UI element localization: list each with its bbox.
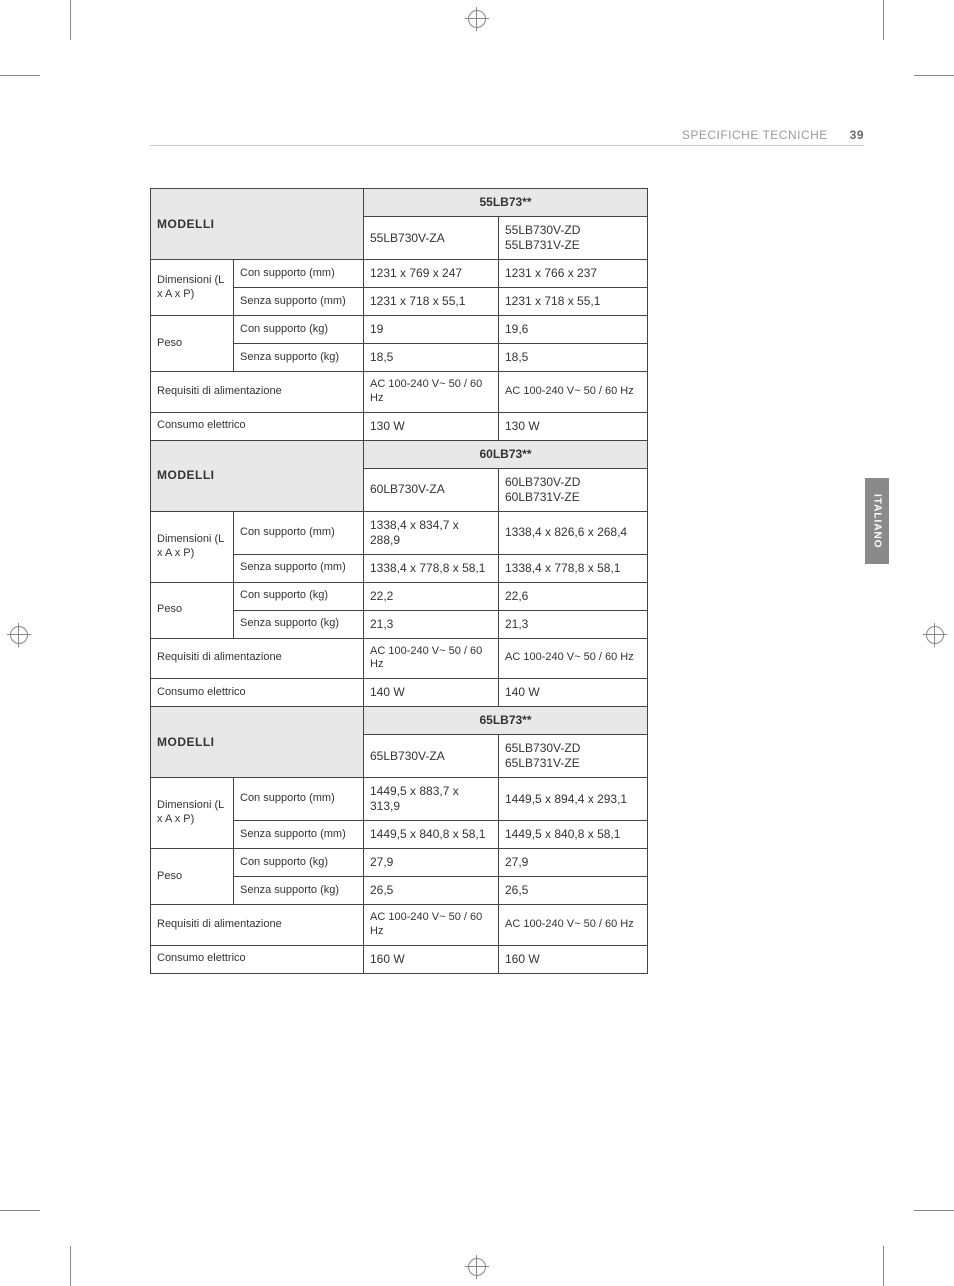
- cell: 1449,5 x 840,8 x 58,1: [499, 821, 648, 849]
- label-senza-supporto-kg: Senza supporto (kg): [234, 344, 364, 372]
- cell: 21,3: [364, 610, 499, 638]
- cell: 130 W: [499, 412, 648, 440]
- label-senza-supporto-mm: Senza supporto (mm): [234, 554, 364, 582]
- label-dimensioni: Dimensioni (L x A x P): [151, 511, 234, 582]
- crop-mark-icon: [883, 1246, 884, 1286]
- cell: 140 W: [364, 679, 499, 707]
- cell: 1231 x 766 x 237: [499, 260, 648, 288]
- label-senza-supporto-kg: Senza supporto (kg): [234, 877, 364, 905]
- cell: 22,6: [499, 582, 648, 610]
- series-label: 60LB73**: [364, 440, 648, 468]
- label-con-supporto-kg: Con supporto (kg): [234, 316, 364, 344]
- cell: AC 100-240 V~ 50 / 60 Hz: [499, 905, 648, 946]
- page-header: SPECIFICHE TECNICHE 39: [682, 128, 864, 142]
- label-peso: Peso: [151, 849, 234, 905]
- label-consumo: Consumo elettrico: [151, 412, 364, 440]
- label-requisiti: Requisiti di alimentazione: [151, 905, 364, 946]
- label-consumo: Consumo elettrico: [151, 679, 364, 707]
- spec-table-55: MODELLI 55LB73** 55LB730V-ZA 55LB730V-ZD…: [150, 188, 648, 974]
- cell: 1338,4 x 826,6 x 268,4: [499, 511, 648, 554]
- series-label: 65LB73**: [364, 707, 648, 735]
- header-title: SPECIFICHE TECNICHE: [682, 128, 828, 142]
- label-modelli: MODELLI: [151, 440, 364, 511]
- cell: 1449,5 x 883,7 x 313,9: [364, 778, 499, 821]
- label-modelli: MODELLI: [151, 707, 364, 778]
- cell: 1449,5 x 894,4 x 293,1: [499, 778, 648, 821]
- cell: AC 100-240 V~ 50 / 60 Hz: [364, 372, 499, 413]
- registration-mark-icon: [468, 1258, 486, 1276]
- variant-a: 65LB730V-ZA: [364, 735, 499, 778]
- registration-mark-icon: [468, 10, 486, 28]
- crop-mark-icon: [0, 75, 40, 76]
- page-number: 39: [850, 128, 864, 142]
- crop-mark-icon: [914, 1210, 954, 1211]
- crop-mark-icon: [0, 1210, 40, 1211]
- cell: AC 100-240 V~ 50 / 60 Hz: [499, 638, 648, 679]
- label-dimensioni: Dimensioni (L x A x P): [151, 260, 234, 316]
- cell: 26,5: [364, 877, 499, 905]
- cell: 18,5: [364, 344, 499, 372]
- label-requisiti: Requisiti di alimentazione: [151, 638, 364, 679]
- variant-b: 55LB730V-ZD 55LB731V-ZE: [499, 217, 648, 260]
- cell: 27,9: [364, 849, 499, 877]
- label-con-supporto-mm: Con supporto (mm): [234, 778, 364, 821]
- cell: AC 100-240 V~ 50 / 60 Hz: [364, 638, 499, 679]
- cell: 27,9: [499, 849, 648, 877]
- label-peso: Peso: [151, 316, 234, 372]
- label-requisiti: Requisiti di alimentazione: [151, 372, 364, 413]
- cell: AC 100-240 V~ 50 / 60 Hz: [364, 905, 499, 946]
- label-con-supporto-mm: Con supporto (mm): [234, 511, 364, 554]
- cell: 160 W: [364, 945, 499, 973]
- crop-mark-icon: [914, 75, 954, 76]
- variant-a: 55LB730V-ZA: [364, 217, 499, 260]
- cell: 1231 x 769 x 247: [364, 260, 499, 288]
- cell: 21,3: [499, 610, 648, 638]
- cell: 19,6: [499, 316, 648, 344]
- label-con-supporto-kg: Con supporto (kg): [234, 582, 364, 610]
- label-consumo: Consumo elettrico: [151, 945, 364, 973]
- label-con-supporto-kg: Con supporto (kg): [234, 849, 364, 877]
- page: SPECIFICHE TECNICHE 39 ITALIANO MODELLI …: [0, 0, 954, 1286]
- registration-mark-icon: [10, 626, 28, 644]
- cell: 1449,5 x 840,8 x 58,1: [364, 821, 499, 849]
- cell: 1338,4 x 778,8 x 58,1: [499, 554, 648, 582]
- label-modelli: MODELLI: [151, 189, 364, 260]
- registration-mark-icon: [926, 626, 944, 644]
- cell: 140 W: [499, 679, 648, 707]
- cell: 1231 x 718 x 55,1: [364, 288, 499, 316]
- label-con-supporto-mm: Con supporto (mm): [234, 260, 364, 288]
- cell: 160 W: [499, 945, 648, 973]
- spec-tables: MODELLI 55LB73** 55LB730V-ZA 55LB730V-ZD…: [150, 188, 647, 974]
- cell: 18,5: [499, 344, 648, 372]
- cell: 26,5: [499, 877, 648, 905]
- series-label: 55LB73**: [364, 189, 648, 217]
- language-tab: ITALIANO: [865, 478, 889, 564]
- variant-b: 60LB730V-ZD 60LB731V-ZE: [499, 468, 648, 511]
- header-rule: [150, 145, 864, 146]
- cell: 19: [364, 316, 499, 344]
- label-senza-supporto-kg: Senza supporto (kg): [234, 610, 364, 638]
- cell: AC 100-240 V~ 50 / 60 Hz: [499, 372, 648, 413]
- cell: 1338,4 x 778,8 x 58,1: [364, 554, 499, 582]
- cell: 130 W: [364, 412, 499, 440]
- variant-a: 60LB730V-ZA: [364, 468, 499, 511]
- label-dimensioni: Dimensioni (L x A x P): [151, 778, 234, 849]
- label-senza-supporto-mm: Senza supporto (mm): [234, 821, 364, 849]
- cell: 1338,4 x 834,7 x 288,9: [364, 511, 499, 554]
- variant-b: 65LB730V-ZD 65LB731V-ZE: [499, 735, 648, 778]
- cell: 22,2: [364, 582, 499, 610]
- label-peso: Peso: [151, 582, 234, 638]
- crop-mark-icon: [883, 0, 884, 40]
- label-senza-supporto-mm: Senza supporto (mm): [234, 288, 364, 316]
- cell: 1231 x 718 x 55,1: [499, 288, 648, 316]
- crop-mark-icon: [70, 0, 71, 40]
- crop-mark-icon: [70, 1246, 71, 1286]
